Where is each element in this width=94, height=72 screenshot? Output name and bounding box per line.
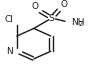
Text: O: O [60,0,67,9]
Text: NH: NH [71,18,85,27]
Text: O: O [31,2,38,11]
Text: S: S [49,14,55,23]
Text: N: N [6,47,13,56]
Text: Cl: Cl [5,15,14,24]
Text: 2: 2 [79,21,83,27]
